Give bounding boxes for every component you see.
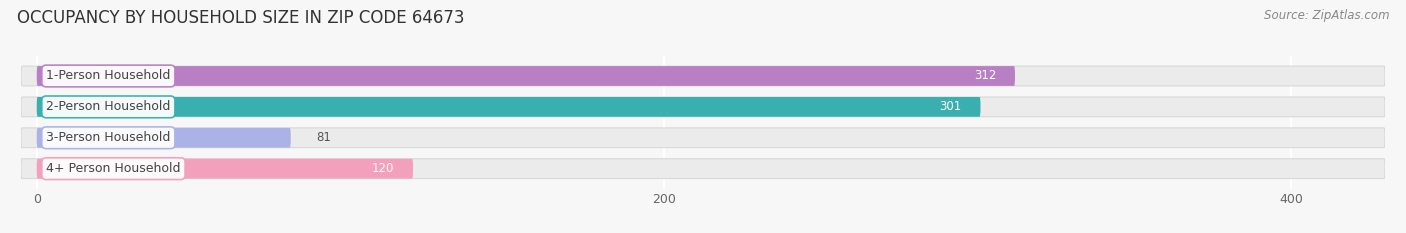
Text: 2-Person Household: 2-Person Household (46, 100, 170, 113)
FancyBboxPatch shape (37, 159, 413, 178)
Text: 4+ Person Household: 4+ Person Household (46, 162, 181, 175)
Text: 301: 301 (939, 100, 962, 113)
FancyBboxPatch shape (37, 128, 291, 148)
FancyBboxPatch shape (21, 128, 1385, 148)
FancyBboxPatch shape (37, 66, 1015, 86)
FancyBboxPatch shape (37, 97, 980, 117)
FancyBboxPatch shape (21, 159, 1385, 178)
Text: 3-Person Household: 3-Person Household (46, 131, 170, 144)
FancyBboxPatch shape (21, 66, 1385, 86)
Text: OCCUPANCY BY HOUSEHOLD SIZE IN ZIP CODE 64673: OCCUPANCY BY HOUSEHOLD SIZE IN ZIP CODE … (17, 9, 464, 27)
Text: 120: 120 (371, 162, 394, 175)
Text: 81: 81 (316, 131, 330, 144)
Text: 1-Person Household: 1-Person Household (46, 69, 170, 82)
Text: Source: ZipAtlas.com: Source: ZipAtlas.com (1264, 9, 1389, 22)
FancyBboxPatch shape (21, 97, 1385, 117)
Text: 312: 312 (974, 69, 995, 82)
